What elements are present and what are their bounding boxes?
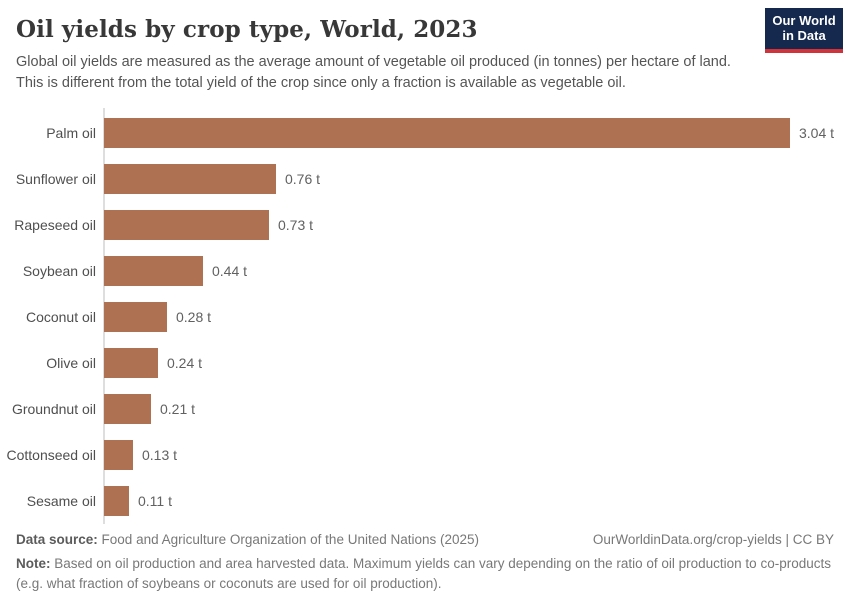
bar[interactable] xyxy=(104,394,151,425)
bar[interactable] xyxy=(104,256,203,287)
data-source: Data source: Food and Agriculture Organi… xyxy=(16,532,479,547)
owid-logo-line2: in Data xyxy=(782,27,826,43)
page-title: Oil yields by crop type, World, 2023 xyxy=(16,16,478,43)
bar-track: 3.04 t xyxy=(96,118,850,149)
bar[interactable] xyxy=(104,440,133,471)
entity-label: Cottonseed oil xyxy=(6,447,96,464)
bar-row: Olive oil 0.24 t xyxy=(0,348,850,379)
bar-chart: Palm oil 3.04 t Sunflower oil 0.76 t Rapesee… xyxy=(0,108,850,525)
owid-logo[interactable]: Our World in Data xyxy=(765,8,843,53)
note: Note: Based on oil production and area h… xyxy=(16,554,834,593)
bar-track: 0.73 t xyxy=(96,210,850,241)
bar-row: Groundnut oil 0.21 t xyxy=(0,394,850,425)
value-label: 0.24 t xyxy=(167,355,203,372)
chart-subtitle: Global oil yields are measured as the av… xyxy=(16,52,834,94)
entity-label: Palm oil xyxy=(46,125,96,142)
value-label: 0.44 t xyxy=(212,263,248,280)
bar[interactable] xyxy=(104,164,276,195)
bar-track: 0.21 t xyxy=(96,394,850,425)
value-label: 0.28 t xyxy=(176,309,212,326)
value-label: 0.73 t xyxy=(278,217,314,234)
subtitle-line-1: Global oil yields are measured as the av… xyxy=(16,54,731,70)
value-label: 0.11 t xyxy=(138,493,172,510)
note-text: Based on oil production and area harvest… xyxy=(16,556,831,591)
subtitle-line-2: This is different from the total yield o… xyxy=(16,75,626,92)
bar-row: Rapeseed oil 0.73 t xyxy=(0,210,850,241)
owid-logo-line1: Our World xyxy=(772,12,836,28)
bar[interactable] xyxy=(104,348,158,379)
entity-label: Sunflower oil xyxy=(15,171,96,188)
data-source-text: Food and Agriculture Organization of the… xyxy=(101,532,480,548)
chart-footer: Data source: Food and Agriculture Organi… xyxy=(0,524,850,593)
bar[interactable] xyxy=(104,118,790,149)
bar-row: Sesame oil 0.11 t xyxy=(0,486,850,517)
bar[interactable] xyxy=(104,486,129,517)
bar-track: 0.13 t xyxy=(96,440,850,471)
bar-row: Palm oil 3.04 t xyxy=(0,118,850,149)
bar-track: 0.24 t xyxy=(96,348,850,379)
entity-label: Rapeseed oil xyxy=(14,217,96,234)
bar-track: 0.76 t xyxy=(96,164,850,195)
data-source-label: Data source: xyxy=(16,532,98,548)
source-line: Data source: Food and Agriculture Organi… xyxy=(16,532,834,547)
value-label: 0.21 t xyxy=(160,401,196,418)
bar-row: Cottonseed oil 0.13 t xyxy=(0,440,850,471)
bars-container: Palm oil 3.04 t Sunflower oil 0.76 t Rapesee… xyxy=(0,118,850,517)
bar-track: 0.28 t xyxy=(96,302,850,333)
bar[interactable] xyxy=(104,210,269,241)
chart-header: Oil yields by crop type, World, 2023 Our… xyxy=(0,0,850,94)
bar-track: 0.44 t xyxy=(96,256,850,287)
bar-row: Sunflower oil 0.76 t xyxy=(0,164,850,195)
value-label: 0.13 t xyxy=(142,447,178,464)
bar-track: 0.11 t xyxy=(96,486,850,517)
owid-url-link[interactable]: OurWorldinData.org/crop-yields | CC BY xyxy=(592,532,834,548)
note-label: Note: xyxy=(16,556,51,572)
bar-row: Soybean oil 0.44 t xyxy=(0,256,850,287)
entity-label: Soybean oil xyxy=(22,263,96,280)
entity-label: Olive oil xyxy=(46,355,96,372)
value-label: 0.76 t xyxy=(285,171,321,188)
bar-row: Coconut oil 0.28 t xyxy=(0,302,850,333)
entity-label: Groundnut oil xyxy=(11,401,96,418)
entity-label: Sesame oil xyxy=(26,493,96,510)
value-label: 3.04 t xyxy=(799,125,835,142)
y-axis-line xyxy=(103,108,105,525)
entity-label: Coconut oil xyxy=(25,309,96,326)
bar[interactable] xyxy=(104,302,167,333)
